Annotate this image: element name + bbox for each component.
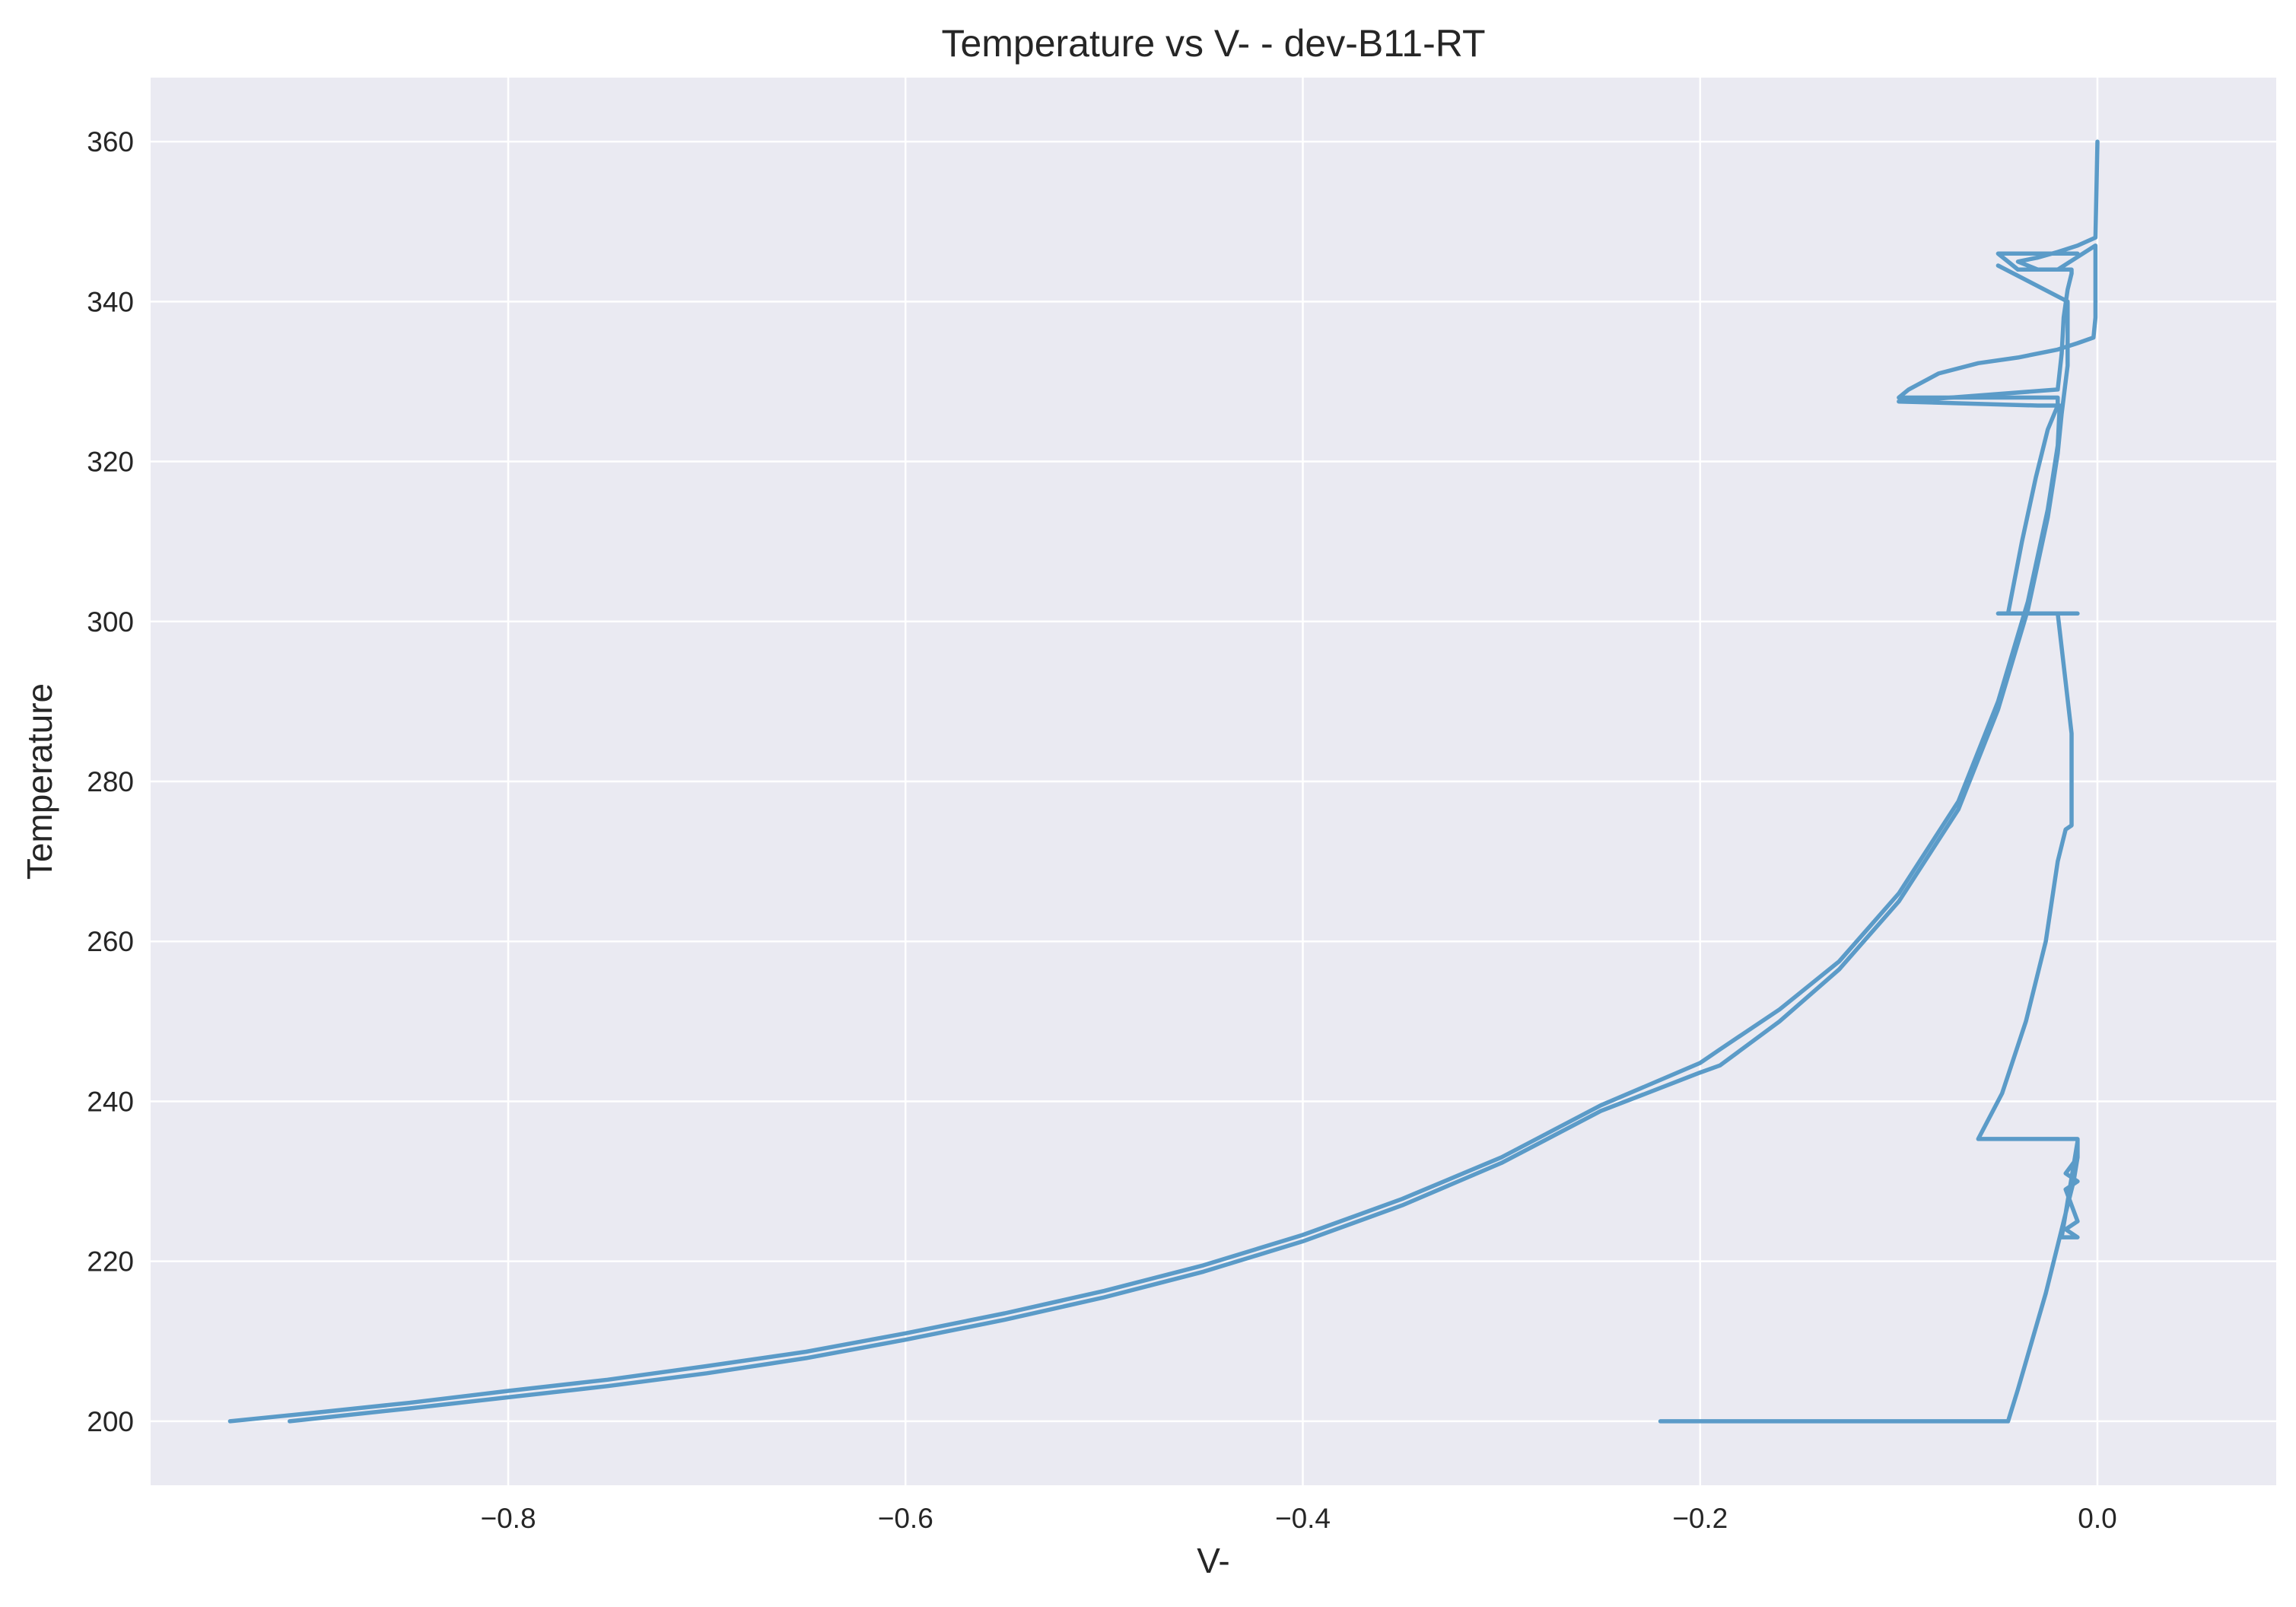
y-tick-label: 280 [87, 766, 134, 797]
y-axis-label: Temperature [20, 683, 59, 880]
y-tick-label: 360 [87, 126, 134, 158]
y-tick-label: 300 [87, 606, 134, 638]
series-line-3 [288, 263, 2070, 1424]
chart-title: Temperature vs V- - dev-B11-RT [941, 22, 1485, 65]
tick-labels: −0.8 −0.6 −0.4 −0.2 0.0 200 220 240 260 280 300 320… [87, 126, 2116, 1534]
x-tick-label: 0.0 [2078, 1503, 2116, 1534]
x-tick-label: −0.6 [878, 1503, 933, 1534]
x-tick-label: −0.8 [480, 1503, 536, 1534]
series-layer [227, 139, 2100, 1424]
y-tick-label: 220 [87, 1246, 134, 1278]
grid [151, 78, 2276, 1485]
series-line-1 [1658, 139, 2100, 1424]
x-axis-label: V- [1197, 1541, 1229, 1580]
y-tick-label: 200 [87, 1406, 134, 1437]
y-tick-label: 320 [87, 447, 134, 478]
y-tick-label: 240 [87, 1086, 134, 1117]
y-tick-label: 340 [87, 286, 134, 317]
y-tick-label: 260 [87, 926, 134, 957]
x-tick-label: −0.2 [1672, 1503, 1728, 1534]
x-tick-label: −0.4 [1275, 1503, 1331, 1534]
